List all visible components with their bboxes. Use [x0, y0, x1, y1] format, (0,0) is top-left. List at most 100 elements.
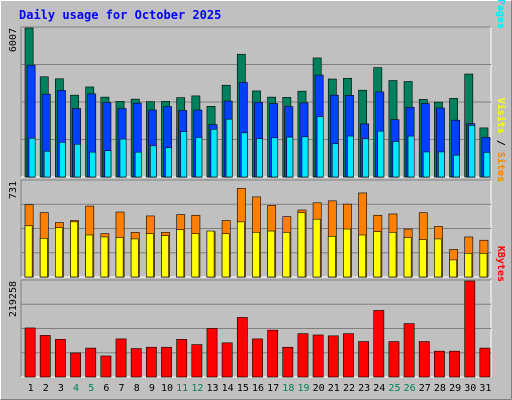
bar-pages-day-23: [362, 138, 370, 178]
bar-pages-day-20: [316, 116, 324, 178]
bar-pages-day-24: [377, 130, 385, 178]
series-axis-label: KBytes: [495, 246, 506, 282]
day-label: 1: [28, 383, 34, 394]
bar-pages-day-25: [392, 141, 400, 178]
day-axis-labels: 1 2 3 4 5 6 7 8 9 10 11 12 13 14 15 16 17 18 19 20 21 22 23 24 2…: [28, 383, 492, 394]
bar-pages-day-1: [28, 138, 36, 178]
bar-visits-day-26: [403, 237, 412, 278]
bar-visits-day-23: [358, 234, 367, 278]
bar-kbytes-day-21: [327, 335, 339, 378]
day-label: 9: [149, 383, 155, 394]
bar-visits-day-21: [327, 235, 336, 278]
series-label-kbytes: KBytes: [495, 246, 506, 282]
bar-pages-day-11: [180, 131, 188, 178]
day-label: 24: [373, 383, 385, 394]
bar-visits-day-18: [282, 232, 291, 278]
bar-pages-day-31: [483, 152, 491, 178]
bar-visits-day-30: [464, 253, 473, 278]
bar-kbytes-day-18: [282, 346, 294, 378]
day-label: 18: [282, 383, 294, 394]
bar-visits-day-10: [161, 235, 169, 278]
bar-visits-day-20: [312, 218, 321, 278]
bar-kbytes-day-7: [115, 338, 127, 378]
bar-visits-day-8: [130, 238, 139, 278]
bar-pages-day-13: [210, 129, 218, 178]
y-max-label: 219258: [8, 281, 19, 317]
bar-kbytes-day-1: [24, 327, 36, 378]
bar-visits-day-22: [343, 228, 351, 278]
bar-visits-day-28: [434, 238, 442, 278]
bar-kbytes-day-28: [434, 350, 445, 378]
bar-kbytes-day-9: [145, 346, 157, 378]
series-label-visits: Visits: [495, 98, 507, 134]
day-label: 22: [343, 383, 355, 394]
day-label: 11: [176, 383, 188, 394]
day-label: 8: [134, 383, 140, 394]
bar-pages-day-3: [59, 141, 66, 178]
day-label: 19: [297, 383, 309, 394]
bar-kbytes-day-25: [388, 341, 400, 378]
day-label: 14: [222, 383, 234, 394]
panel-kbytes: 219258 KBytes: [8, 246, 506, 378]
bar-kbytes-day-2: [39, 335, 51, 378]
day-label: 23: [358, 383, 370, 394]
bar-kbytes-day-19: [297, 333, 309, 378]
bar-kbytes-day-15: [236, 317, 248, 378]
bar-kbytes-day-13: [206, 328, 218, 378]
bars-hits-files-pages: [24, 27, 491, 178]
bar-kbytes-day-29: [449, 350, 460, 378]
day-label: 2: [43, 383, 49, 394]
day-label: 31: [479, 383, 491, 394]
bar-kbytes-day-30: [464, 280, 476, 378]
bar-visits-day-14: [221, 233, 230, 278]
bar-visits-day-9: [145, 233, 154, 278]
bar-pages-day-9: [149, 145, 157, 178]
day-label: 13: [206, 383, 218, 394]
chart-title: Daily usage for October 2025: [19, 8, 221, 22]
bar-visits-day-31: [479, 253, 488, 278]
bar-pages-day-7: [119, 138, 127, 178]
bar-kbytes-day-26: [403, 323, 415, 378]
bar-visits-day-1: [24, 225, 33, 278]
bar-visits-day-12: [191, 233, 200, 278]
day-label: 4: [73, 383, 79, 394]
day-label: 17: [267, 383, 279, 394]
day-label: 20: [313, 383, 325, 394]
bar-visits-day-29: [449, 259, 457, 278]
bar-visits-day-4: [70, 221, 78, 278]
day-label: 7: [119, 383, 125, 394]
series-label-separator: /: [495, 134, 506, 152]
bar-visits-day-24: [373, 231, 382, 278]
bar-pages-day-14: [225, 118, 233, 178]
series-label-pages: Pages: [495, 0, 506, 29]
bar-pages-day-17: [271, 137, 279, 178]
bar-kbytes-day-16: [252, 338, 263, 378]
bar-kbytes-day-22: [343, 333, 354, 378]
bar-pages-day-10: [165, 147, 172, 178]
bar-kbytes-day-8: [130, 348, 142, 378]
bar-pages-day-22: [347, 135, 354, 178]
bar-visits-day-15: [236, 221, 245, 278]
bars-visits-sites: [24, 188, 489, 278]
day-label: 28: [434, 383, 446, 394]
y-max-label: 731: [8, 181, 19, 199]
panel-hits-files-pages: 6007 Hits / Files / Pages: [8, 0, 506, 178]
bar-pages-day-4: [74, 143, 81, 178]
bar-pages-day-5: [89, 151, 97, 178]
day-label: 15: [237, 383, 249, 394]
bar-kbytes-day-14: [221, 342, 233, 378]
bar-pages-day-28: [438, 151, 445, 178]
bar-kbytes-day-17: [267, 329, 279, 378]
bar-pages-day-2: [43, 150, 51, 178]
bar-kbytes-day-5: [85, 347, 97, 378]
bar-pages-day-16: [256, 138, 263, 178]
bar-kbytes-day-24: [373, 310, 385, 378]
bar-visits-day-5: [85, 234, 94, 278]
day-label: 16: [252, 383, 264, 394]
bar-visits-day-6: [100, 236, 109, 278]
bar-kbytes-day-10: [161, 346, 172, 378]
day-label: 10: [161, 383, 173, 394]
bar-visits-day-27: [418, 239, 427, 278]
bar-kbytes-day-12: [191, 344, 203, 378]
